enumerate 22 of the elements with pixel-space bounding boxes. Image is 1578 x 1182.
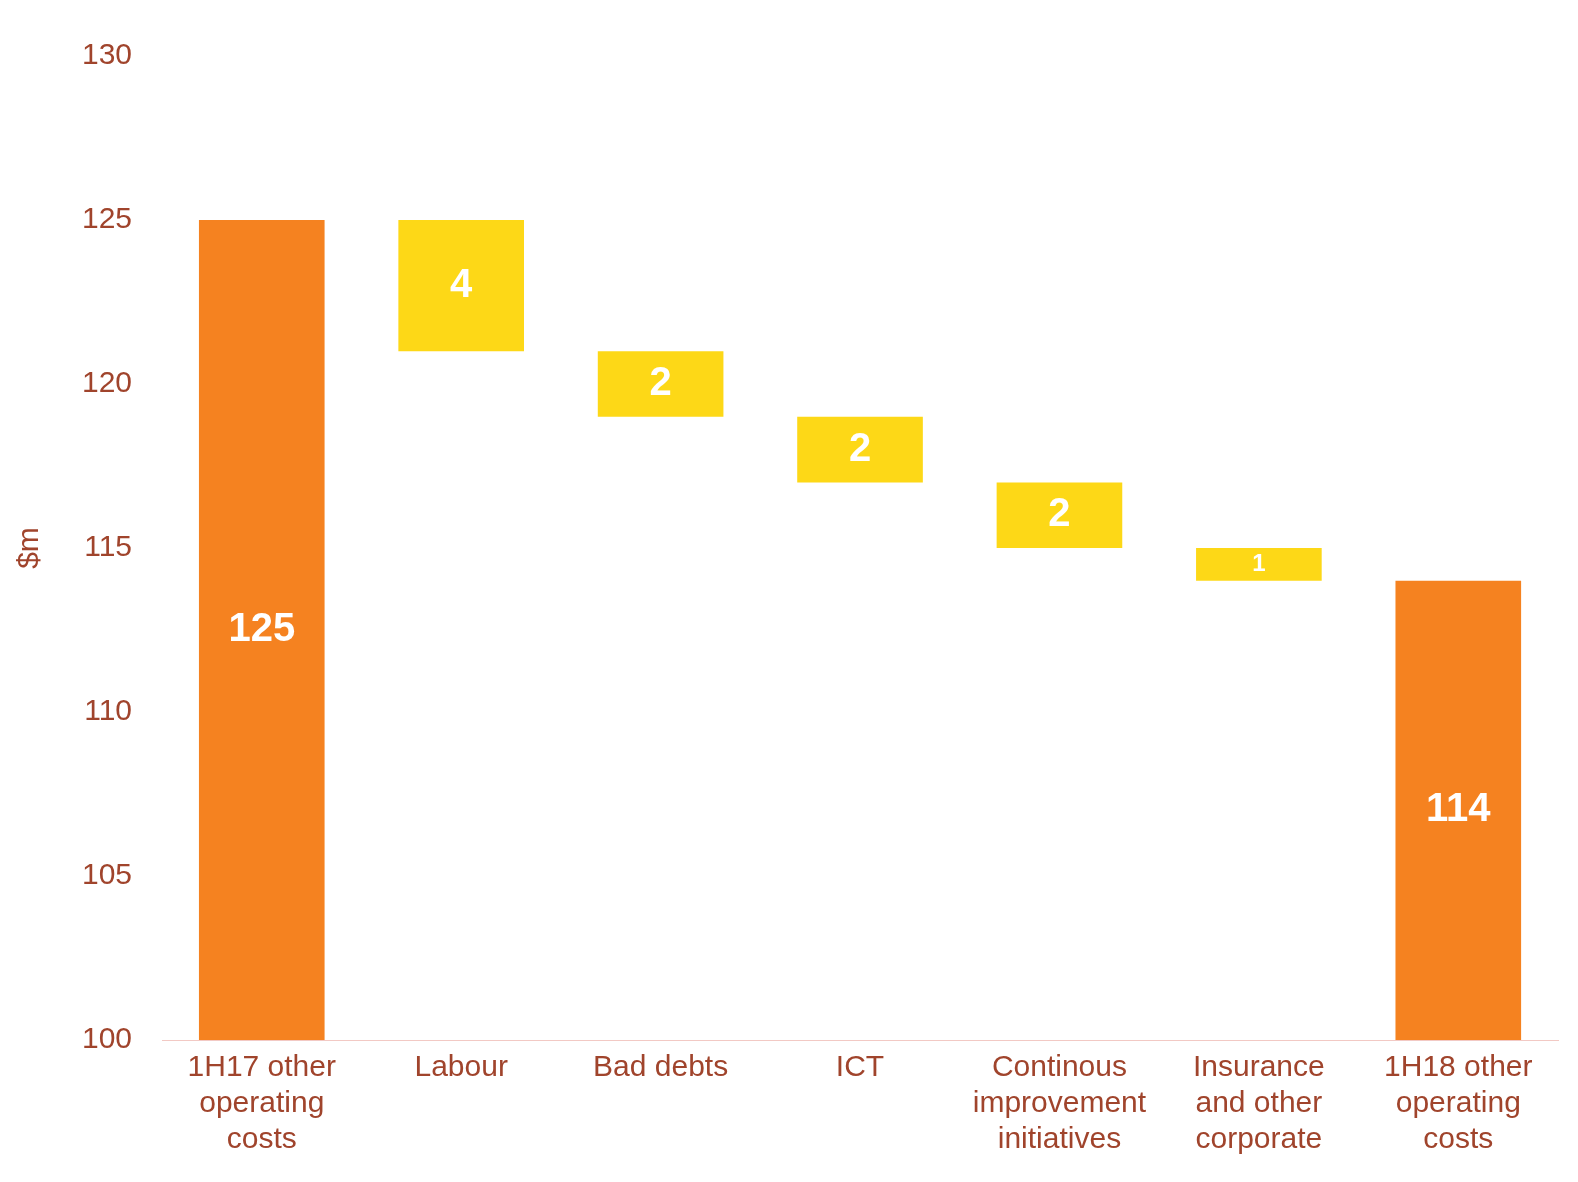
data-label: 4: [450, 260, 474, 305]
y-tick-label: 125: [81, 201, 133, 235]
y-tick-label: 100: [81, 1021, 133, 1055]
data-label: 2: [649, 359, 672, 404]
data-label: 2: [1048, 490, 1071, 535]
data-label: 2: [848, 424, 872, 469]
x-tick-label: 1H18 other operating costs: [1384, 1049, 1533, 1155]
y-tick-label: 130: [81, 37, 133, 71]
y-tick-label: 115: [84, 529, 133, 563]
y-tick-label: 110: [84, 693, 133, 727]
data-label: 114: [1426, 785, 1492, 830]
y-tick-label: 105: [81, 857, 133, 891]
x-tick-label: ICT: [835, 1049, 885, 1083]
x-tick-label: Bad debts: [593, 1049, 729, 1083]
x-tick-label: 1H17 other operating costs: [187, 1049, 336, 1155]
y-tick-label: 120: [81, 365, 133, 399]
x-tick-label: Continous improvement initiatives: [972, 1049, 1147, 1155]
x-tick-label: Insurance and other corporate: [1192, 1049, 1325, 1155]
x-tick-label: Labour: [414, 1049, 508, 1083]
data-label: 1: [1252, 549, 1266, 577]
data-label: 125: [228, 605, 296, 650]
y-axis-title: $m: [11, 527, 45, 569]
